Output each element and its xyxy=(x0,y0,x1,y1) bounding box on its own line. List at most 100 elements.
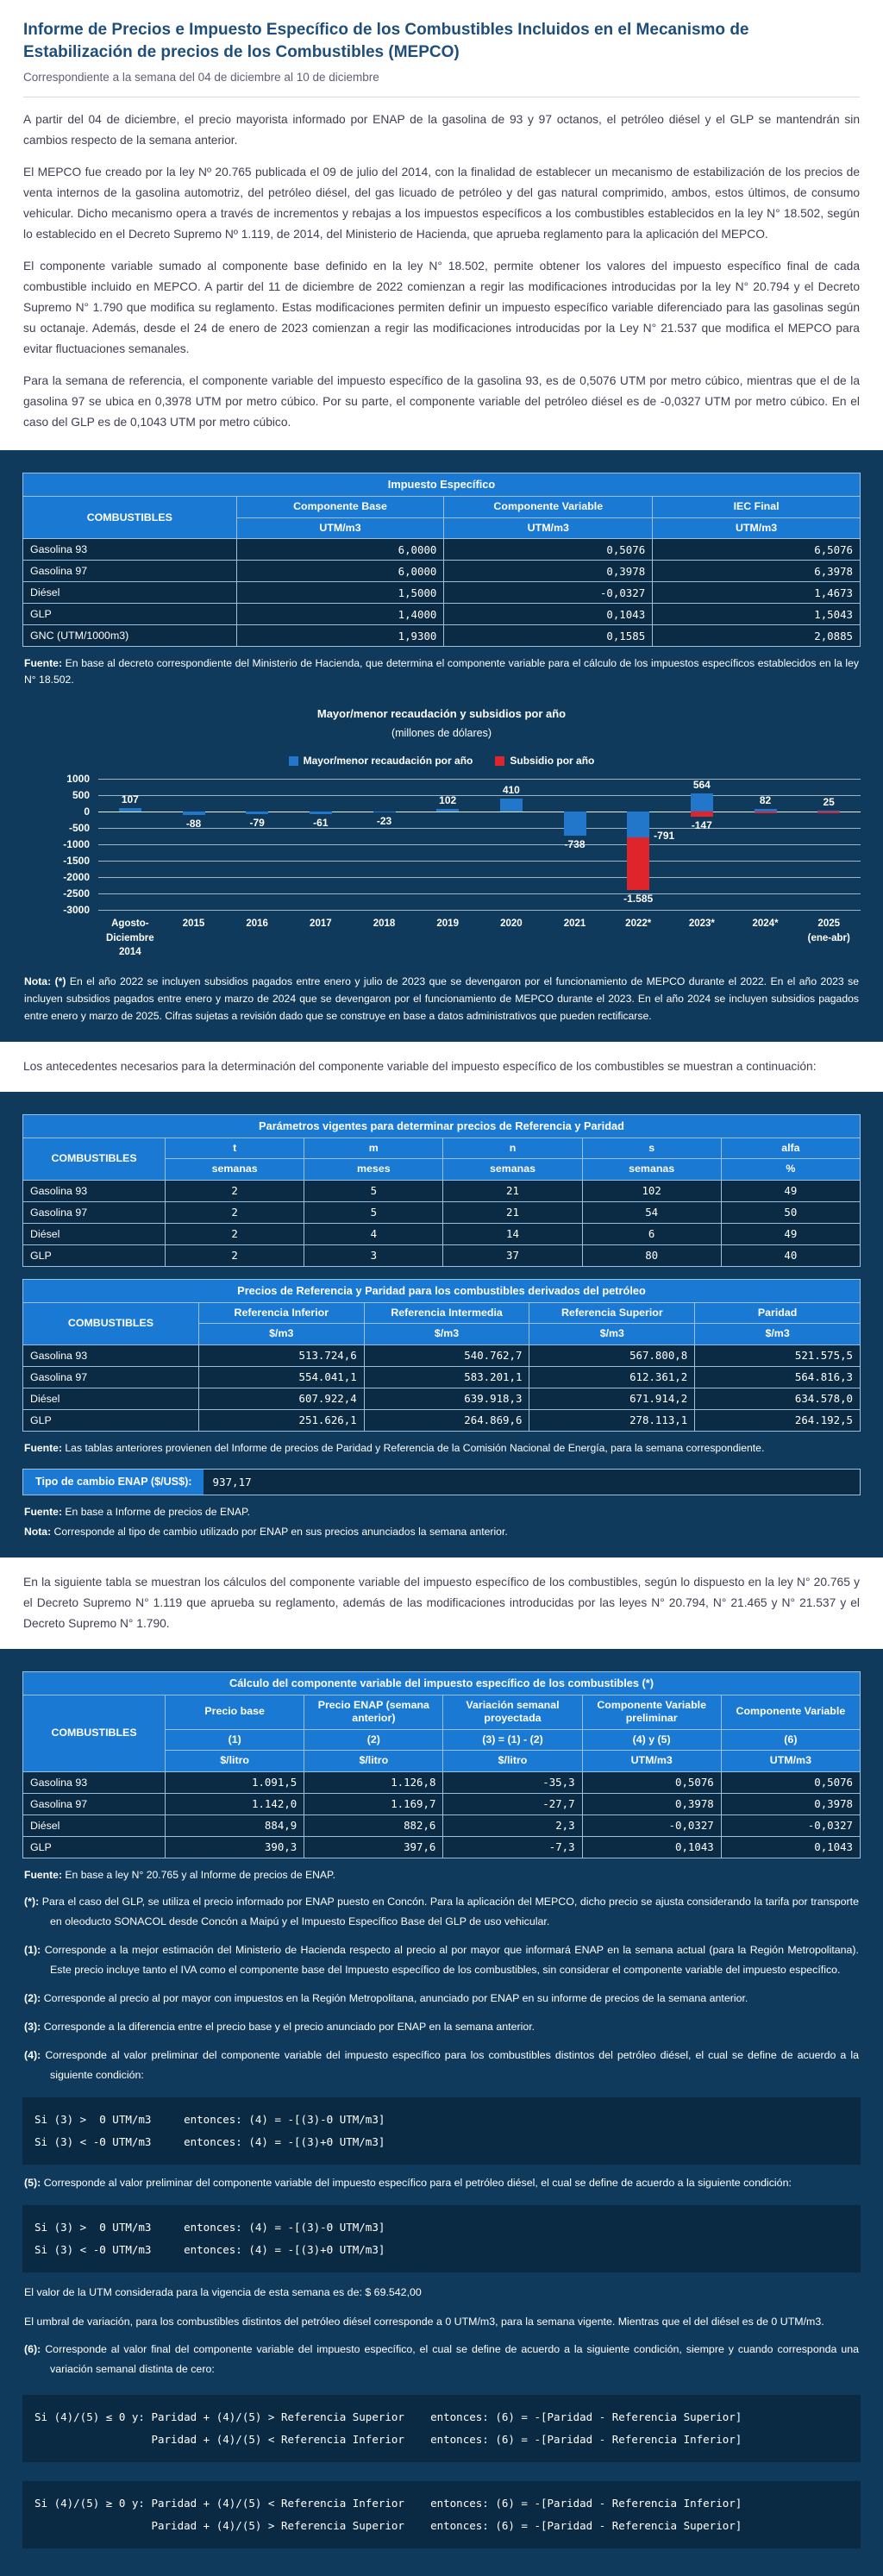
col-unit: UTM/m3 xyxy=(581,1750,722,1772)
col-header: COMBUSTIBLES xyxy=(22,1137,166,1181)
table-fuente: Fuente: Las tablas anteriores provienen … xyxy=(24,1440,859,1457)
col-unit: UTM/m3 xyxy=(443,517,654,540)
footnote-2: (2): Corresponde al precio al por mayor … xyxy=(24,1989,859,2009)
footnote-label: (5): xyxy=(24,2176,41,2189)
cell-value: 4 xyxy=(304,1222,444,1245)
table-header-row: COMBUSTIBLES Referencia Inferior Referen… xyxy=(22,1301,861,1345)
fuente-text: En base a ley N° 20.765 y al Informe de … xyxy=(65,1868,335,1881)
table-unit-row: UTM/m3 UTM/m3 UTM/m3 xyxy=(23,517,861,540)
cell-fuel: GNC (UTM/1000m3) xyxy=(22,624,237,648)
fuente-label: Fuente: xyxy=(24,1441,63,1454)
cell-value: 1,5000 xyxy=(235,581,445,605)
tipo-cambio-fuente: Fuente: En base a Informe de precios de … xyxy=(24,1504,859,1520)
fuente-label: Fuente: xyxy=(24,1868,63,1881)
condition-code-6b: Si (4)/(5) ≥ 0 y: Paridad + (4)/(5) < Re… xyxy=(22,2480,861,2548)
cell-value: -0,0327 xyxy=(443,581,654,605)
cell-value: 49 xyxy=(720,1222,861,1245)
footnote-label: (*): xyxy=(24,1895,40,1908)
bar-label: 25 xyxy=(823,796,835,809)
bar-label: -88 xyxy=(185,817,202,830)
cell-fuel: GLP xyxy=(22,1835,166,1858)
cell-value: 1,9300 xyxy=(235,624,445,648)
footnote-label: (2): xyxy=(24,1991,41,2004)
cell-fuel: Diésel xyxy=(22,581,237,605)
legend-blue-swatch-icon xyxy=(288,755,298,766)
fuente-text: En base a Informe de precios de ENAP. xyxy=(65,1505,250,1518)
nota-text: En el año 2022 se incluyen subsidios pag… xyxy=(24,975,859,1022)
cell-value: 884,9 xyxy=(165,1814,305,1837)
col-header: alfa xyxy=(720,1137,861,1160)
x-axis-label: 2020 xyxy=(500,918,523,930)
cell-value: 882,6 xyxy=(304,1814,444,1837)
cell-fuel: Diésel xyxy=(22,1814,166,1837)
cell-value: 521.575,5 xyxy=(694,1344,861,1367)
footnote-star: (*): Para el caso del GLP, se utiliza el… xyxy=(24,1892,859,1932)
intro-paragraph-3: El componente variable sumado al compone… xyxy=(23,260,860,356)
legend-red-swatch-icon xyxy=(495,755,505,766)
x-axis-label: 2016 xyxy=(246,918,268,930)
col-number: (6) xyxy=(720,1728,861,1752)
table-row: Diésel 607.922,4 639.918,3 671.914,2 634.578… xyxy=(22,1387,861,1410)
cell-value: 21 xyxy=(442,1200,583,1224)
y-axis-tick: -500 xyxy=(68,822,90,835)
col-unit: UTM/m3 xyxy=(720,1750,861,1772)
antecedentes-section: Los antecedentes necesarios para la dete… xyxy=(0,1041,883,1092)
gridline xyxy=(98,877,861,879)
col-unit: UTM/m3 xyxy=(235,517,445,540)
intro-paragraph-1: A partir del 04 de diciembre, el precio … xyxy=(23,113,860,147)
col-header: COMBUSTIBLES xyxy=(22,496,237,540)
cell-value: 6,0000 xyxy=(235,538,445,561)
cell-fuel: GLP xyxy=(22,1244,166,1267)
table-row: Gasolina 97 2 5 21 54 50 xyxy=(22,1200,861,1224)
cell-value: 0,3978 xyxy=(581,1792,722,1815)
cell-value: 1.169,7 xyxy=(304,1792,444,1815)
gridline xyxy=(98,795,861,797)
table-title-row: Parámetros vigentes para determinar prec… xyxy=(22,1113,861,1138)
cell-value: 278.113,1 xyxy=(529,1408,696,1432)
intro-paragraph-2: El MEPCO fue creado por la ley Nº 20.765… xyxy=(23,166,860,241)
table-header-row: COMBUSTIBLES Precio base Precio ENAP (se… xyxy=(22,1694,861,1772)
bar-recaudacion-2020 xyxy=(499,798,523,812)
legend-item-recaudacion: Mayor/menor recaudación por año xyxy=(288,755,473,767)
cell-value: 1,4000 xyxy=(235,603,445,626)
fuente-text: Las tablas anteriores provienen del Info… xyxy=(65,1441,765,1454)
footnote-text: Corresponde al valor final del component… xyxy=(45,2342,860,2375)
col-header: t xyxy=(165,1137,305,1160)
x-axis-label: 2015 xyxy=(182,918,205,930)
gridline xyxy=(98,844,861,846)
table-title-row: Precios de Referencia y Paridad para los… xyxy=(22,1278,861,1303)
calculo-table: Cálculo del componente variable del impu… xyxy=(22,1670,861,1858)
bar-recaudacion-2025-(ene-abr) xyxy=(817,811,841,812)
bar-recaudacion-2024* xyxy=(754,809,777,812)
bar-label: -79 xyxy=(249,817,265,830)
bar-label: -791 xyxy=(654,830,675,843)
col-header: Precio ENAP (semana anterior) xyxy=(304,1694,444,1730)
bar-label: 107 xyxy=(121,793,139,806)
x-axis-label: Agosto- Diciembre 2014 xyxy=(106,918,154,957)
cell-fuel: GLP xyxy=(22,1408,199,1432)
footnote-3: (3): Corresponde a la diferencia entre e… xyxy=(24,2017,859,2037)
chart-plot: 1000 500 0 -500 -1000 -1500 -2000 -2500 -3000 107… xyxy=(63,773,861,916)
cell-value: 1,5043 xyxy=(652,603,861,626)
cell-value: 634.578,0 xyxy=(694,1387,861,1410)
table-row: Diésel 1,5000 -0,0327 1,4673 xyxy=(22,581,861,605)
bar-label: -147 xyxy=(691,819,712,831)
cell-fuel: Gasolina 93 xyxy=(22,538,237,561)
cell-fuel: Gasolina 97 xyxy=(22,1792,166,1815)
cell-value: 1,4673 xyxy=(652,581,861,605)
referencia-section: Parámetros vigentes para determinar prec… xyxy=(0,1091,883,1558)
cell-value: 14 xyxy=(442,1222,583,1245)
col-unit: $/m3 xyxy=(694,1323,861,1345)
cell-value: 2 xyxy=(165,1179,305,1202)
col-header: IEC Final xyxy=(652,496,861,518)
y-axis-tick: -1000 xyxy=(63,838,90,851)
intro-section: Informe de Precios e Impuesto Específico… xyxy=(0,0,883,451)
table-row: Gasolina 93 1.091,5 1.126,8 -35,3 0,5076 0,50… xyxy=(22,1771,861,1794)
col-unit: semanas xyxy=(165,1158,305,1181)
bar-label: -23 xyxy=(376,815,392,828)
col-unit: $/m3 xyxy=(529,1323,696,1345)
cell-value: 0,3978 xyxy=(720,1792,861,1815)
col-unit: semanas xyxy=(442,1158,583,1181)
antecedentes-paragraph: Los antecedentes necesarios para la dete… xyxy=(23,1059,817,1073)
cell-value: 264.869,6 xyxy=(363,1408,530,1432)
